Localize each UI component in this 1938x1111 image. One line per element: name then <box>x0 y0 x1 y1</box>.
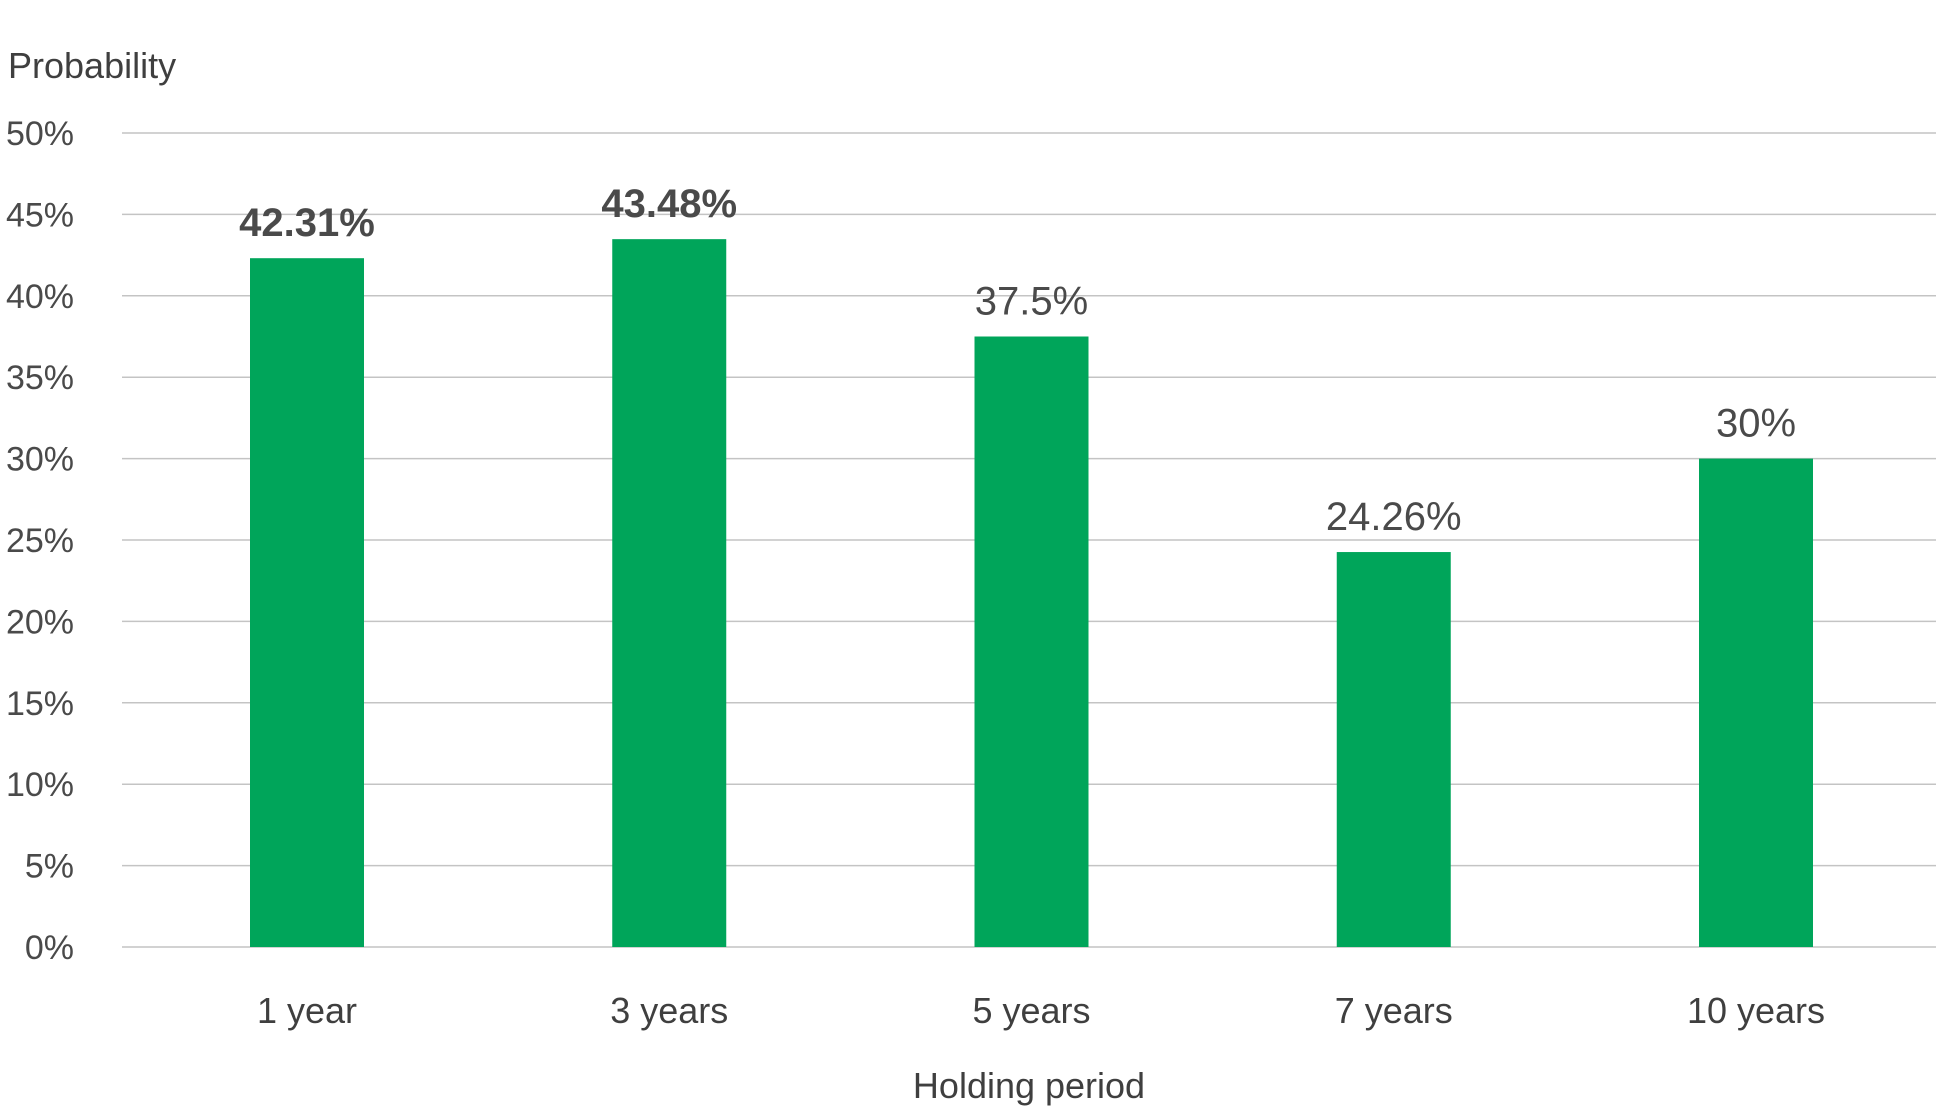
y-tick-label: 10% <box>6 766 74 804</box>
y-tick-label: 30% <box>6 441 74 479</box>
y-tick-label: 50% <box>6 115 74 153</box>
x-axis-title: Holding period <box>913 1065 1145 1106</box>
bar <box>1336 552 1451 947</box>
data-label: 24.26% <box>1326 495 1462 539</box>
bar <box>974 336 1089 947</box>
data-label: 37.5% <box>975 280 1088 324</box>
y-tick-label: 40% <box>6 278 74 316</box>
data-label: 43.48% <box>601 182 737 226</box>
y-tick-label: 45% <box>6 196 74 234</box>
data-label: 30% <box>1716 402 1796 446</box>
category-labels: 1 year 3 years 5 years 7 years 10 years <box>257 990 1825 1031</box>
bar <box>250 258 364 947</box>
y-tick-labels: 0% 5% 10% 15% 20% 25% 30% 35% 40% 45% 50% <box>6 115 74 967</box>
y-tick-label: 5% <box>25 848 74 886</box>
x-tick-label: 10 years <box>1687 990 1825 1031</box>
y-tick-label: 35% <box>6 359 74 397</box>
x-tick-label: 3 years <box>610 990 728 1031</box>
x-tick-label: 1 year <box>257 990 357 1031</box>
x-tick-label: 5 years <box>972 990 1090 1031</box>
data-label: 42.31% <box>239 201 375 245</box>
y-tick-label: 25% <box>6 522 74 560</box>
x-tick-label: 7 years <box>1335 990 1453 1031</box>
bars <box>250 239 1813 947</box>
y-tick-label: 20% <box>6 603 74 641</box>
y-tick-label: 15% <box>6 685 74 723</box>
data-labels: 42.31% 43.48% 37.5% 24.26% 30% <box>239 182 1796 539</box>
bar <box>612 239 727 947</box>
bar <box>1699 458 1813 947</box>
y-axis-title: Probability <box>8 45 176 86</box>
y-tick-label: 0% <box>25 929 74 967</box>
